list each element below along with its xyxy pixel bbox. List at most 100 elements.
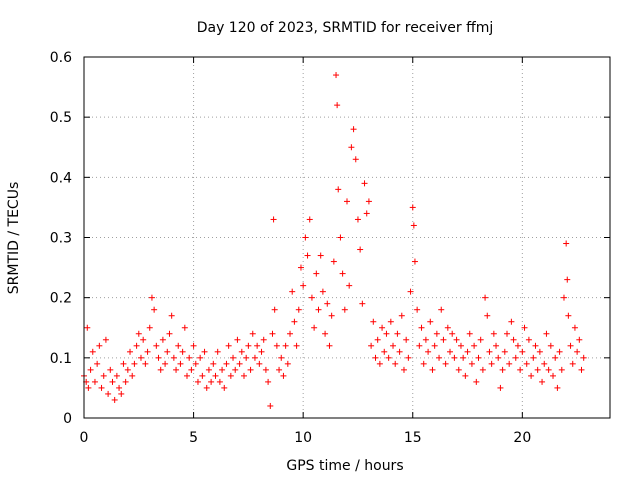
data-point [118,390,125,397]
x-tick-label: 20 [513,430,531,446]
data-point [129,372,136,379]
data-point [96,342,103,349]
data-point [300,282,307,289]
data-point [184,372,191,379]
data-point [361,180,368,187]
data-point [431,342,438,349]
data-point [262,366,269,373]
data-point [370,318,377,325]
data-point [510,336,517,343]
data-point [280,372,287,379]
data-point [468,360,475,367]
data-point [276,366,283,373]
data-point [85,384,92,391]
data-point [223,360,230,367]
data-point [335,186,342,193]
y-tick-label: 0.3 [50,231,72,247]
data-point [107,366,114,373]
data-point [383,330,390,337]
data-point [539,378,546,385]
data-point [190,342,197,349]
y-tick-label: 0.5 [50,110,72,126]
data-point [135,330,142,337]
data-point [477,336,484,343]
data-point [271,306,278,313]
data-point [295,306,302,313]
x-tick-label: 10 [294,430,312,446]
data-point [269,330,276,337]
data-point [403,336,410,343]
data-point [484,312,491,319]
data-point [94,360,101,367]
data-point [105,390,112,397]
data-point [344,198,350,205]
data-point [192,360,199,367]
data-point [232,366,239,373]
data-point [376,360,383,367]
data-point [409,204,416,211]
data-point [517,366,524,373]
data-point [203,384,210,391]
grid-layer [84,57,610,418]
data-point [519,348,526,355]
data-point [460,354,467,361]
data-point [436,354,443,361]
data-point [111,396,118,403]
y-tick-label: 0.2 [50,291,72,307]
data-point [157,366,164,373]
data-point [475,354,482,361]
data-point [326,342,333,349]
data-point [188,366,195,373]
data-point [490,330,497,337]
data-point [254,342,261,349]
data-point [390,342,397,349]
data-point [451,354,458,361]
data-point [547,342,554,349]
data-point [113,372,120,379]
data-point [109,378,116,385]
data-point [289,288,296,295]
data-point [133,342,140,349]
data-point [313,270,320,277]
data-point [488,360,495,367]
data-point [155,354,162,361]
chart-title: Day 120 of 2023, SRMTID for receiver ffm… [197,20,494,36]
data-point [534,366,541,373]
y-tick-label: 0.1 [50,351,72,367]
data-point [556,348,563,355]
data-point [146,324,153,331]
data-point [554,384,561,391]
data-point [569,360,576,367]
data-point [536,348,543,355]
data-point [508,318,515,325]
data-point [284,360,291,367]
data-point [350,126,357,133]
data-point [168,312,175,319]
data-point [170,354,177,361]
data-point [506,360,513,367]
data-point [87,366,94,373]
data-point [278,354,285,361]
data-point [521,324,528,331]
data-point [148,294,155,301]
data-point [385,354,392,361]
data-point [328,312,335,319]
data-point [447,348,454,355]
data-point [381,348,388,355]
data-point [357,246,364,253]
data-point [545,366,552,373]
data-point [563,240,570,247]
data-point [578,366,585,373]
data-point [151,306,158,313]
data-point [466,330,473,337]
data-point [410,222,417,229]
data-point [238,348,245,355]
data-point [181,324,188,331]
data-point [574,348,581,355]
data-point [348,144,355,151]
data-point [425,348,432,355]
data-point [197,354,204,361]
data-point [359,300,366,307]
data-point [525,336,532,343]
data-point [530,354,537,361]
